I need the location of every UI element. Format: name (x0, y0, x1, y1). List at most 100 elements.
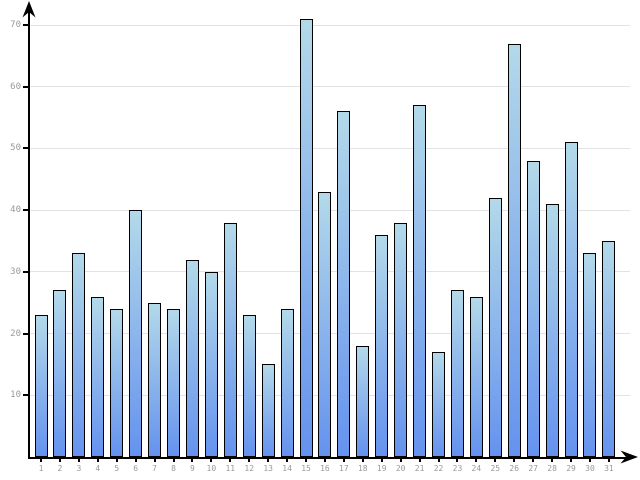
x-tick-label: 4 (95, 464, 101, 473)
x-tick (40, 457, 42, 462)
x-tick-label: 22 (433, 464, 444, 473)
bar (280, 309, 294, 457)
bar (91, 297, 105, 457)
bar (507, 44, 521, 457)
y-tick (23, 394, 29, 397)
x-tick (323, 457, 326, 462)
y-tick-label: 30 (10, 266, 21, 277)
x-tick (115, 457, 118, 462)
bar (242, 315, 256, 457)
x-tick (361, 457, 364, 462)
bar (375, 235, 389, 457)
bar (299, 19, 313, 457)
bar (450, 290, 464, 457)
x-tick-label: 9 (190, 464, 195, 473)
bar (488, 198, 502, 457)
bar (204, 272, 218, 457)
x-tick (229, 457, 232, 462)
x-tick (532, 457, 535, 462)
gridline (30, 24, 630, 26)
bar (129, 210, 143, 457)
x-tick-label: 11 (225, 464, 236, 473)
x-tick (380, 457, 383, 462)
bar (583, 253, 597, 457)
bar (545, 204, 559, 457)
bar (148, 303, 162, 457)
x-tick-label: 19 (376, 464, 387, 473)
x-axis-line (28, 457, 630, 459)
bar (223, 223, 237, 457)
bar (413, 105, 427, 457)
x-tick (58, 457, 61, 462)
gridline (30, 86, 630, 88)
x-tick-label: 23 (452, 464, 463, 473)
y-tick-label: 20 (10, 328, 21, 339)
x-tick-label: 3 (76, 464, 82, 473)
y-axis-arrow-icon (22, 1, 36, 18)
y-tick-label: 70 (10, 20, 21, 31)
x-tick (96, 457, 99, 462)
x-tick-label: 29 (566, 464, 576, 473)
bar (110, 309, 124, 457)
bar (72, 253, 86, 457)
x-tick (588, 457, 591, 462)
x-tick (342, 457, 345, 462)
x-tick (153, 457, 156, 462)
x-tick (437, 457, 440, 462)
bar (167, 309, 180, 457)
x-tick-label: 15 (301, 464, 311, 473)
x-tick (607, 457, 610, 462)
x-tick (494, 457, 497, 462)
y-tick-label: 40 (10, 205, 21, 216)
x-tick (248, 457, 251, 462)
x-tick-label: 21 (414, 464, 425, 473)
bar (185, 260, 199, 457)
x-tick (191, 457, 194, 462)
bar (53, 290, 67, 457)
y-tick-label: 50 (10, 143, 21, 154)
bar (432, 352, 446, 457)
bar (564, 142, 578, 457)
y-tick-label: 10 (10, 390, 21, 401)
x-tick (399, 457, 402, 462)
x-tick-label: 8 (171, 464, 176, 473)
y-tick (23, 209, 29, 212)
x-tick-label: 10 (206, 464, 217, 473)
x-tick-label: 14 (282, 464, 292, 473)
bar (261, 364, 275, 457)
x-tick-label: 12 (244, 464, 255, 473)
x-tick-label: 7 (152, 464, 157, 473)
x-tick (210, 457, 213, 462)
bar (469, 297, 483, 457)
bar (356, 346, 370, 457)
x-tick (172, 457, 175, 462)
x-tick (551, 457, 554, 462)
x-tick-label: 25 (490, 464, 501, 473)
y-tick (23, 24, 29, 27)
y-tick (23, 147, 29, 150)
y-tick (23, 332, 29, 335)
y-tick (23, 85, 29, 88)
x-tick (305, 457, 308, 462)
x-tick-label: 31 (604, 464, 614, 473)
x-tick-label: 30 (585, 464, 595, 473)
x-tick (456, 457, 459, 462)
y-tick-label: 60 (10, 81, 21, 92)
y-tick (23, 270, 29, 273)
x-tick (77, 457, 80, 462)
x-tick-label: 2 (57, 464, 63, 473)
x-tick (286, 457, 289, 462)
x-tick-label: 24 (471, 464, 482, 473)
gridline (30, 147, 630, 149)
bar (318, 192, 332, 457)
x-tick (513, 457, 516, 462)
x-tick (418, 457, 421, 462)
x-tick-label: 27 (528, 464, 538, 473)
x-tick (134, 457, 137, 462)
x-tick-label: 16 (320, 464, 330, 473)
x-tick-label: 13 (263, 464, 273, 473)
y-axis-line (28, 4, 30, 457)
bar (34, 315, 48, 457)
x-tick (570, 457, 573, 462)
